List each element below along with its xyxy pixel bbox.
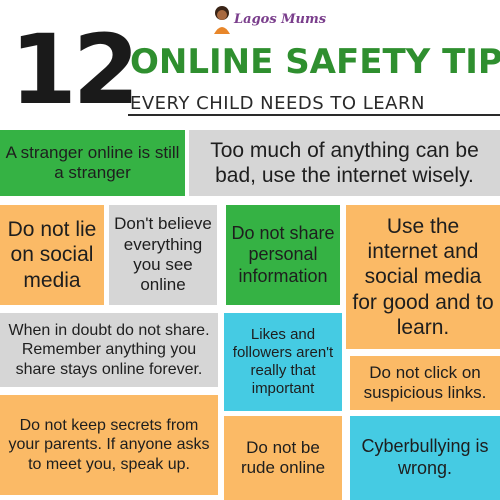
tip-tile-10: Do not keep secrets from your parents. I…: [0, 395, 218, 495]
tip-tile-4: Don't believe everything you see online: [109, 205, 217, 305]
logo: Lagos Mums: [210, 4, 330, 36]
tip-tile-9: Do not click on suspicious links.: [350, 356, 500, 410]
tip-text: Don't believe everything you see online: [114, 214, 212, 295]
mum-avatar-icon: [214, 6, 230, 34]
tip-text: Too much of anything can be bad, use the…: [210, 138, 479, 187]
tip-text: When in doubt do not share. Remember any…: [8, 322, 210, 378]
tip-count: 12: [10, 14, 140, 126]
tip-tile-1: A stranger online is still a stranger: [0, 130, 185, 196]
tip-text: Do not keep secrets from your parents. I…: [8, 417, 210, 473]
tip-tile-7: When in doubt do not share. Remember any…: [0, 313, 218, 387]
tip-text: Likes and followers aren't really that i…: [232, 326, 334, 397]
tip-tile-8: Likes and followers aren't really that i…: [224, 313, 342, 411]
tip-text: Do not share personal information: [231, 222, 335, 286]
tip-text: Do not be rude online: [240, 437, 326, 477]
page-title: ONLINE SAFETY TIPS: [130, 42, 500, 82]
tip-tile-2: Too much of anything can be bad, use the…: [189, 130, 500, 196]
tip-tile-3: Do not lie on social media: [0, 205, 104, 305]
tip-text: Do not click on suspicious links.: [363, 362, 487, 402]
tip-text: Cyberbullying is wrong.: [361, 436, 489, 478]
tip-tile-5: Do not share personal information: [226, 205, 340, 305]
page-subtitle: EVERY CHILD NEEDS TO LEARN: [130, 93, 425, 114]
tip-text: A stranger online is still a stranger: [5, 142, 180, 182]
logo-text: Lagos Mums: [234, 12, 327, 27]
tip-tile-11: Do not be rude online: [224, 416, 342, 500]
header: 12 Lagos Mums ONLINE SAFETY TIPS EVERY C…: [0, 0, 500, 126]
tip-tile-12: Cyberbullying is wrong.: [350, 416, 500, 500]
tip-text: Do not lie on social media: [7, 218, 97, 292]
divider: [128, 114, 500, 116]
tip-text: Use the internet and social media for go…: [352, 215, 494, 339]
tip-tile-6: Use the internet and social media for go…: [346, 205, 500, 349]
